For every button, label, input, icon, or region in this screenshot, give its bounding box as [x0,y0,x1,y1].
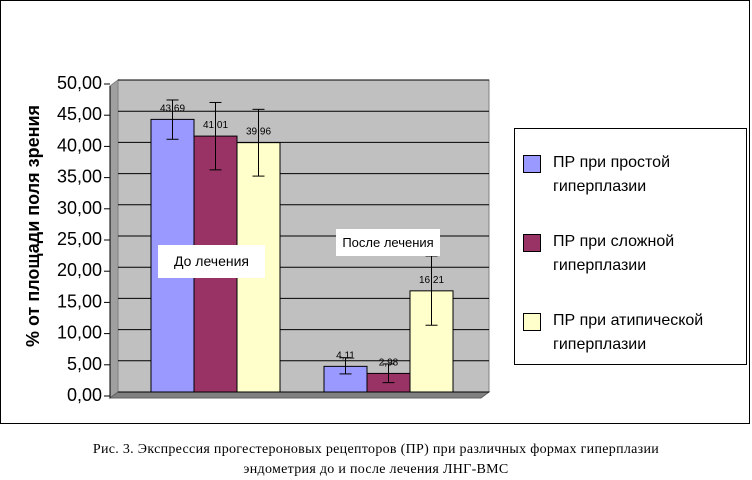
y-tick-label: 35,00 [57,167,102,187]
legend: ПР при простой гиперплазии ПР при сложно… [514,128,747,365]
y-tick-label: 40,00 [57,135,102,155]
legend-label-line1: ПР при атипической [553,312,704,329]
y-tick-label: 5,00 [67,354,102,374]
legend-item-simple: ПР при простой гиперплазии [523,151,752,199]
legend-swatch-simple [523,155,541,173]
bar-chart: 0,00 5,00 10,00 15,00 20,00 25,00 30,00 35,00 40… [23,73,491,405]
group-label-box [158,245,265,278]
y-tick-label: 50,00 [57,73,102,93]
legend-label-complex: ПР при сложной гиперплазии [553,230,752,278]
group-label: После лечения [342,235,433,250]
y-tick-label: 0,00 [67,385,102,405]
y-tick-label: 25,00 [57,229,102,249]
caption-line-1: Рис. 3. Экспрессия прогестероновых рецеп… [92,442,660,457]
data-label: 2,98 [379,357,399,368]
legend-label-line2: гиперплазии [553,257,647,274]
caption-line-2: эндометрия до и после лечения ЛНГ-ВМС [243,462,509,477]
legend-label-atypical: ПР при атипической гиперплазии [553,309,752,357]
y-tick-label: 45,00 [57,104,102,124]
data-label: 43,69 [160,103,185,114]
legend-item-atypical: ПР при атипической гиперплазии [523,309,752,357]
y-tick-label: 20,00 [57,260,102,280]
plot-floor [108,391,491,399]
data-label: 39,96 [246,127,271,138]
y-axis-title: % от площади поля зрения [23,105,43,347]
y-tick-label: 10,00 [57,323,102,343]
legend-label-simple: ПР при простой гиперплазии [553,151,752,199]
data-label: 4,11 [336,350,355,361]
group-label-box [336,229,440,256]
group-label: До лечения [174,253,249,269]
y-tick-label: 15,00 [57,291,102,311]
legend-label-line2: гиперплазии [553,178,647,195]
chart-frame: 0,00 5,00 10,00 15,00 20,00 25,00 30,00 35,00 40… [0,0,750,424]
legend-item-complex: ПР при сложной гиперплазии [523,230,752,278]
plot-side-wall [109,79,119,399]
legend-label-line2: гиперплазии [553,336,647,353]
y-tick-label: 30,00 [57,198,102,218]
legend-swatch-atypical [523,313,541,331]
legend-swatch-complex [523,234,541,252]
data-label: 41,01 [203,120,228,131]
figure-caption: Рис. 3. Экспрессия прогестероновых рецеп… [0,440,752,480]
legend-label-line1: ПР при сложной [553,233,675,250]
data-label: 16,21 [419,275,444,286]
legend-label-line1: ПР при простой [553,154,671,171]
